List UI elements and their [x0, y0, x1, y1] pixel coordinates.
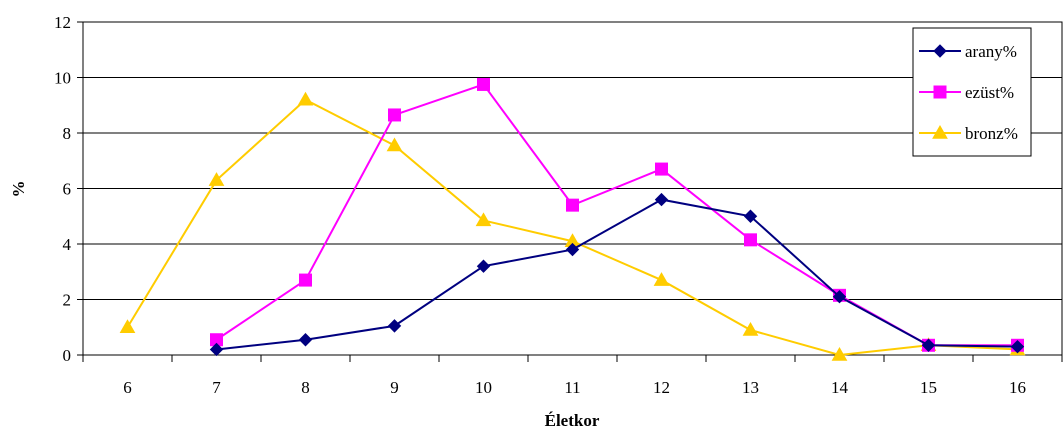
x-tick-label: 16 — [1009, 378, 1026, 397]
y-tick-label: 12 — [54, 13, 71, 32]
legend-marker — [933, 44, 947, 58]
x-tick-label: 9 — [390, 378, 399, 397]
legend-label: ezüst% — [965, 83, 1014, 102]
data-point — [744, 233, 757, 247]
data-point — [921, 338, 936, 352]
legend-label: bronz% — [965, 124, 1018, 143]
x-tick-label: 6 — [123, 378, 132, 397]
data-point — [476, 259, 491, 273]
x-tick-label: 14 — [831, 378, 849, 397]
y-tick-label: 2 — [63, 291, 72, 310]
legend-marker — [932, 124, 948, 139]
legend-marker — [933, 85, 947, 99]
data-point — [831, 346, 848, 361]
data-point — [653, 272, 670, 286]
y-axis-title: % — [9, 181, 28, 198]
legend-item: ezüst% — [919, 83, 1014, 102]
data-point — [566, 198, 579, 212]
series-line — [216, 198, 1018, 351]
data-point — [477, 77, 490, 91]
x-tick-label: 13 — [742, 378, 759, 397]
data-point — [1010, 339, 1025, 354]
data-point — [475, 212, 492, 227]
data-point — [299, 273, 312, 287]
x-tick-label: 12 — [653, 378, 670, 397]
data-point — [565, 242, 580, 257]
grid-lines — [82, 21, 1063, 356]
x-tick-label: 11 — [564, 378, 580, 397]
legend-item: arany% — [919, 42, 1017, 61]
data-point — [654, 192, 669, 207]
y-tick-label: 0 — [63, 346, 72, 365]
y-tick-label: 6 — [63, 180, 72, 199]
x-tick-label: 10 — [475, 378, 492, 397]
y-tick-label: 8 — [63, 124, 72, 143]
legend-item: bronz% — [919, 124, 1018, 143]
legend: arany% ezüst% bronz% — [912, 27, 1032, 157]
x-tick-label: 7 — [212, 378, 221, 397]
data-point — [388, 108, 401, 122]
y-axis: 0 2 4 6 8 10 12 — [54, 13, 83, 365]
series-arany% — [209, 192, 1025, 357]
data-point — [742, 322, 759, 336]
data-point — [119, 319, 136, 333]
x-tick-label: 15 — [920, 378, 937, 397]
data-point — [298, 333, 313, 347]
y-tick-label: 4 — [63, 235, 72, 254]
data-point — [209, 342, 224, 357]
x-tick-label: 8 — [301, 378, 310, 397]
data-point — [387, 319, 402, 333]
data-point — [832, 290, 847, 304]
data-point — [386, 137, 403, 152]
data-point — [743, 209, 758, 223]
x-axis: 6 7 8 9 10 11 12 13 14 15 16 — [82, 355, 1063, 397]
data-point — [208, 172, 225, 186]
x-axis-title: Életkor — [545, 411, 600, 430]
data-point — [655, 162, 668, 176]
y-tick-label: 10 — [54, 69, 71, 88]
series-group — [119, 77, 1026, 361]
data-point — [297, 91, 314, 106]
legend-label: arany% — [965, 42, 1017, 61]
